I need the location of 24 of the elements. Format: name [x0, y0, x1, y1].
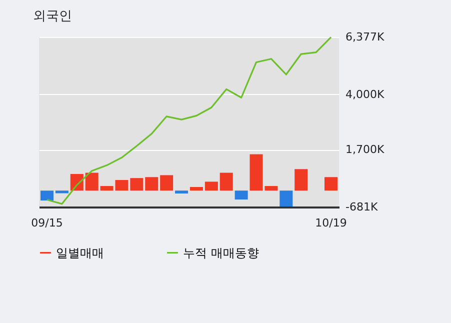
bar: [324, 177, 338, 191]
y-tick-label: 6,377K: [346, 30, 385, 44]
y-tick-label: -681K: [346, 200, 378, 214]
line-series: [46, 36, 332, 205]
bar: [294, 169, 308, 191]
bar: [55, 190, 68, 194]
bar: [130, 178, 144, 191]
x-tick-label: 09/15: [31, 216, 63, 230]
bar: [160, 175, 174, 191]
y-tick-label: 1,700K: [346, 143, 385, 156]
bar: [220, 172, 233, 191]
x-tick-label: 10/19: [315, 216, 347, 230]
bar: [234, 190, 248, 200]
bar: [190, 186, 203, 191]
legend-label: 일별매매: [56, 246, 104, 260]
bar: [40, 190, 54, 200]
bar: [204, 182, 218, 191]
bar: [280, 190, 293, 206]
bar: [175, 190, 188, 194]
y-tick-label: 4,000K: [346, 88, 385, 101]
legend-label: 누적 매매동향: [183, 246, 259, 260]
chart-title: 외국인: [33, 9, 72, 24]
bar: [85, 172, 98, 191]
bar: [145, 177, 158, 191]
